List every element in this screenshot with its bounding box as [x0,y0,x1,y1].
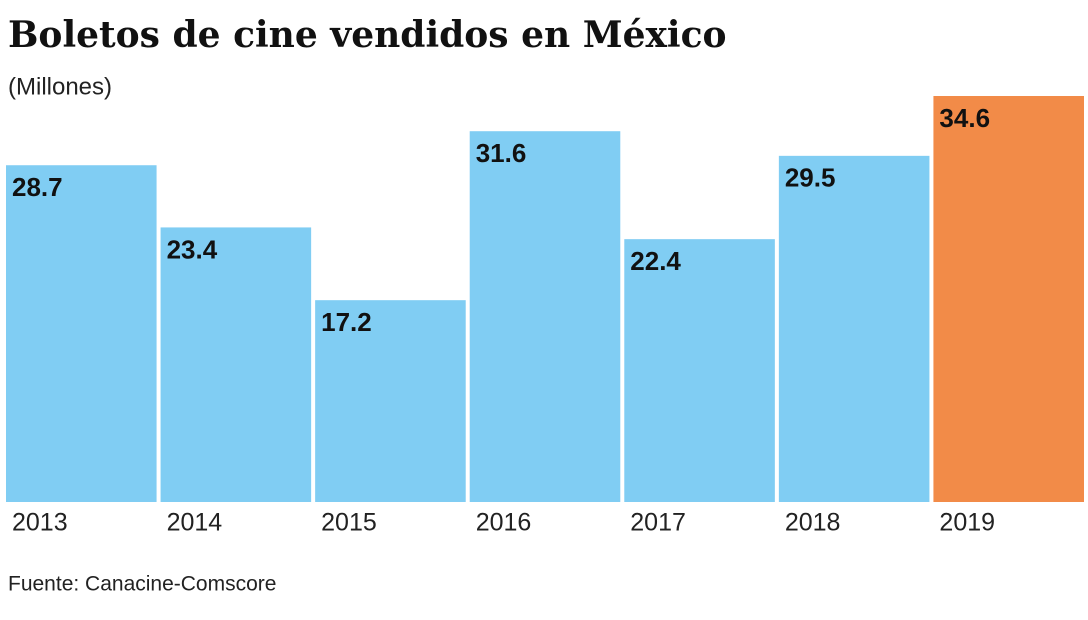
bar [315,300,466,502]
chart-subtitle: (Millones) [8,73,112,100]
x-tick-label: 2018 [785,509,841,537]
bar [469,131,621,502]
chart-title: Boletos de cine vendidos en México [8,14,727,56]
value-label: 28.7 [12,172,63,202]
x-tick-label: 2015 [321,509,377,537]
value-label: 23.4 [167,234,218,264]
source: Fuente: Canacine-Comscore [8,573,276,596]
bar [624,239,775,502]
value-label: 34.6 [939,103,990,133]
x-tick-label: 2013 [12,509,68,537]
x-tick-label: 2014 [167,509,223,537]
x-tick-label: 2017 [630,509,686,537]
bar [933,96,1084,502]
value-label: 22.4 [630,246,681,276]
value-label: 29.5 [785,163,836,193]
value-label: 17.2 [321,307,372,337]
value-label: 31.6 [476,138,527,168]
x-tick-label: 2016 [476,509,532,537]
bar [778,155,930,502]
bar [160,227,312,502]
x-tick-label: 2019 [939,509,995,537]
bar [6,165,157,503]
